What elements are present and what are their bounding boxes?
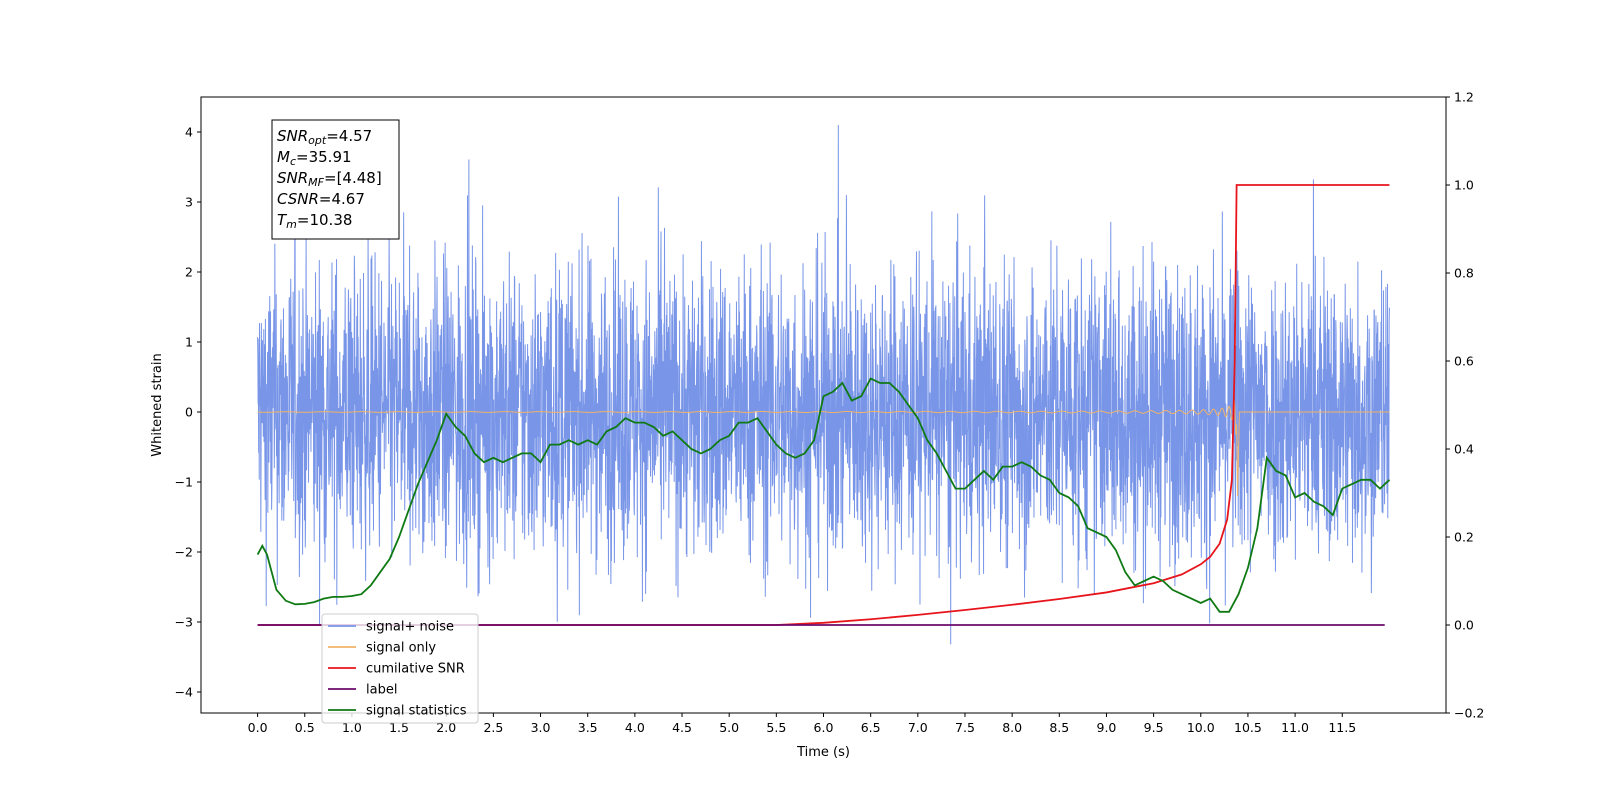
legend-label: label [366,683,397,698]
y-tick-label: −4 [175,685,193,700]
y2-tick-label: 0.4 [1454,442,1474,457]
y2-tick-label: 1.0 [1454,178,1474,193]
x-tick-label: 2.0 [436,720,456,735]
series-line-signal-statistics [256,377,1391,613]
x-tick-label: 10.5 [1234,720,1262,735]
x-tick-label: 8.5 [1049,720,1069,735]
x-tick-label: 0.0 [248,720,268,735]
legend-label: signal only [366,641,436,656]
y-tick-label: 0 [185,405,193,420]
y2-tick-label: −0.2 [1454,706,1484,721]
x-tick-label: 7.5 [955,720,975,735]
y-tick-label: 3 [185,195,193,210]
x-tick-label: 5.5 [766,720,786,735]
annotation-line: Mc=35.91 [277,148,352,168]
y2-tick-label: 0.8 [1454,266,1474,281]
axes-layer: 0.0 0.5 1.0 1.5 2.0 2.5 3.0 3.5 4.0 4.5 5.0 5.5 6.0 6… [175,90,1485,736]
x-tick-label: 4.5 [672,720,692,735]
x-tick-label: 10.0 [1187,720,1215,735]
series-line-signal-noise [257,124,1390,645]
annotation-line: Tm=10.38 [277,211,352,231]
legend-label: cumilative SNR [366,662,465,677]
y2-tick-label: 0.0 [1454,618,1474,633]
annotation-frame [271,119,400,240]
x-tick-label: 9.0 [1097,720,1117,735]
x-tick-label: 1.5 [389,720,409,735]
y-tick-label: −2 [175,545,193,560]
x-tick-label: 5.0 [719,720,739,735]
x-tick-label: 1.0 [342,720,362,735]
x-tick-label: 8.0 [1002,720,1022,735]
y2-tick-label: 0.6 [1454,354,1474,369]
annotation-line: SNRopt=4.57 [277,127,372,147]
y-tick-label: −3 [175,615,193,630]
x-tick-label: 11.0 [1281,720,1309,735]
y-tick-label: 4 [185,125,193,140]
x-tick-label: 9.5 [1144,720,1164,735]
annotation-box: SNRopt=4.57Mc=35.91SNRMF=[4.48]CSNR=4.67… [271,119,400,240]
annotation-line: SNRMF=[4.48] [277,169,382,189]
y-tick-label: 1 [185,335,193,350]
legend-frame [321,613,479,724]
x-tick-label: 11.5 [1328,720,1356,735]
y-tick-label: −1 [175,475,193,490]
series-line-cumilative-snr [257,184,1390,626]
x-axis-label: Time (s) [796,745,850,760]
series-line-signal-only [257,400,1390,497]
legend-label: signal statistics [366,704,467,719]
x-tick-label: 3.0 [531,720,551,735]
x-tick-label: 2.5 [483,720,503,735]
x-tick-label: 7.0 [908,720,928,735]
x-tick-label: 6.5 [861,720,881,735]
legend: signal+ noise signal only cumilative SNR la… [321,613,479,724]
y-tick-label: 2 [185,265,193,280]
x-tick-label: 0.5 [295,720,315,735]
annotation-line: CSNR=4.67 [277,190,365,208]
x-tick-label: 4.0 [625,720,645,735]
x-tick-label: 3.5 [578,720,598,735]
x-tick-label: 6.0 [814,720,834,735]
y2-tick-label: 0.2 [1454,530,1474,545]
y-axis-label: Whitened strain [150,353,165,456]
y2-tick-label: 1.2 [1454,90,1474,105]
legend-label: signal+ noise [366,620,454,635]
